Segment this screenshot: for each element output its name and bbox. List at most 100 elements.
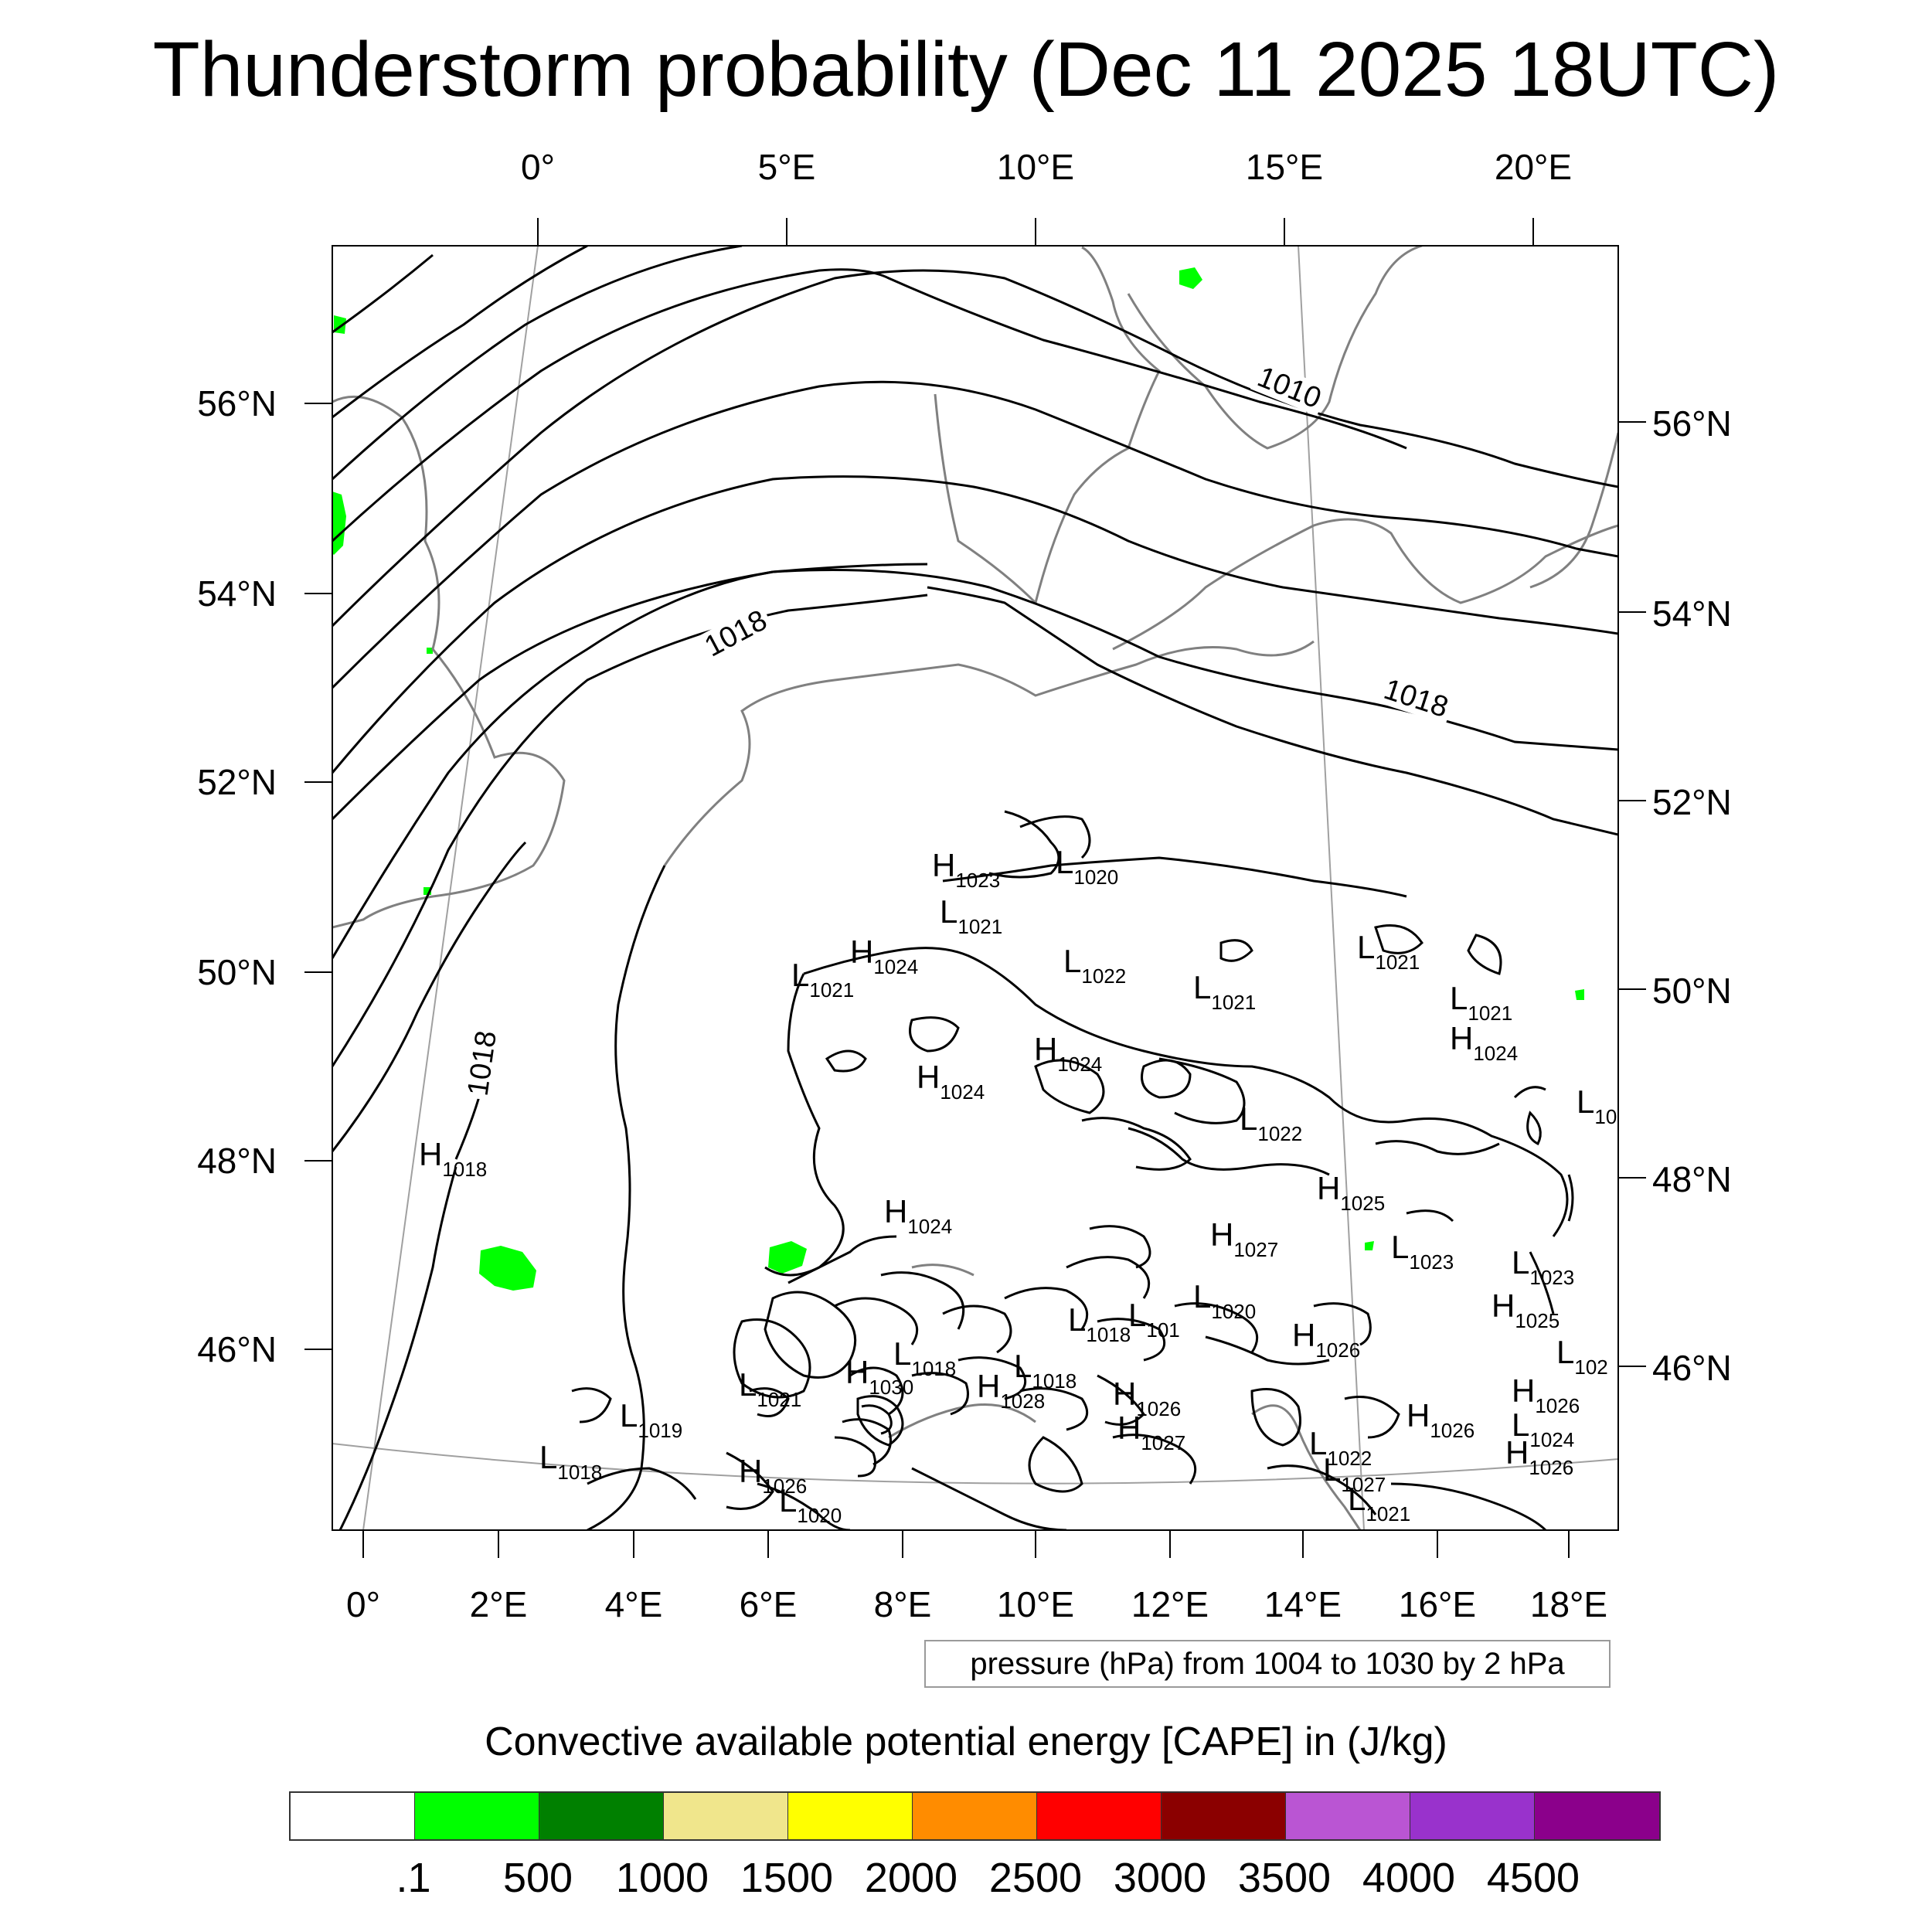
top-lon-label: 5°E [757, 147, 816, 187]
pressure-center-label: H1024 [850, 934, 919, 979]
colorbar-swatch [1037, 1793, 1162, 1839]
isobar [764, 1291, 857, 1379]
pressure-center-label: H1024 [884, 1193, 953, 1239]
isobar [1219, 939, 1253, 962]
isobar [1344, 1396, 1400, 1439]
pressure-center-label: H1027 [1210, 1216, 1279, 1262]
pressure-center-label: H1026 [1292, 1317, 1361, 1362]
pressure-center-label: H1026 [1505, 1434, 1574, 1480]
isobar [587, 1467, 697, 1500]
colorbar-label: 4000 [1362, 1855, 1456, 1901]
isobar [1158, 1057, 1246, 1124]
left-lat-label: 56°N [197, 383, 277, 423]
cape-area [1365, 1241, 1374, 1250]
isobar [927, 586, 1618, 836]
colorbar-label: 1000 [615, 1855, 709, 1901]
colorbar-swatch [913, 1793, 1037, 1839]
isobar [332, 475, 1618, 774]
top-lon-label: 20°E [1494, 147, 1573, 187]
map-frame [332, 245, 1619, 1531]
cape-colorbar [289, 1791, 1661, 1841]
isobar [1097, 1374, 1145, 1426]
colorbar-swatch [1410, 1793, 1535, 1839]
right-lat-label: 50°N [1652, 971, 1732, 1011]
pressure-center-label: L10 [1577, 1083, 1617, 1129]
isobar [332, 246, 743, 481]
isobar [332, 253, 434, 334]
isobar [338, 1166, 457, 1530]
isobar [332, 269, 1618, 628]
bottom-lon-label: 14°E [1264, 1584, 1342, 1624]
pressure-center-label: H1026 [739, 1453, 808, 1498]
pressure-center-label: L101 [1128, 1297, 1180, 1342]
pressure-center-label: L1021 [739, 1366, 802, 1412]
isobar [332, 380, 1618, 689]
pressure-center-label: L1027 [1323, 1451, 1386, 1497]
isobar [787, 1235, 897, 1284]
pressure-center-label: L102 [1556, 1334, 1608, 1379]
colorbar-label: 4500 [1486, 1855, 1580, 1901]
isobar [842, 1418, 892, 1466]
pressure-center-label: H1030 [845, 1354, 914, 1400]
pressure-center-label: L1020 [779, 1482, 842, 1528]
bottom-lon-label: 8°E [873, 1584, 932, 1624]
pressure-center-label: H1018 [419, 1136, 488, 1182]
isobar [803, 947, 1569, 1237]
isobar [1513, 1086, 1546, 1099]
isobar [1374, 924, 1423, 954]
bottom-lon-label: 0° [346, 1584, 380, 1624]
isobar [1097, 1318, 1166, 1362]
colorbar-swatch [415, 1793, 539, 1839]
pressure-center-label: H1024 [917, 1059, 985, 1104]
bottom-lon-label: 4°E [604, 1584, 663, 1624]
coastline-baltic [1112, 518, 1618, 651]
pressure-center-label: H1026 [1113, 1376, 1182, 1421]
coastline-denmark [934, 246, 1161, 605]
isobar [1034, 1059, 1105, 1114]
cape-area [1179, 267, 1202, 289]
cape-area [332, 492, 346, 555]
cape-areas [332, 267, 1584, 1291]
pressure-center-label: H1027 [1117, 1410, 1186, 1455]
isobar [1174, 1302, 1259, 1353]
colorbar-label: 1500 [740, 1855, 834, 1901]
isobar [1128, 1127, 1330, 1176]
pressure-center-label: H1025 [1492, 1287, 1560, 1333]
coastline-britain [332, 395, 566, 929]
pressure-center-label: L1024 [1512, 1406, 1575, 1452]
bottom-lon-label: 10°E [996, 1584, 1075, 1624]
pressure-center-label: L1023 [1512, 1244, 1575, 1290]
colorbar-swatch [291, 1793, 415, 1839]
isobar [1019, 1387, 1089, 1431]
colorbar-swatch [1535, 1793, 1659, 1839]
meridian-15e [1298, 246, 1365, 1530]
bottom-lon-label: 2°E [469, 1584, 528, 1624]
coastline-sweden [1127, 246, 1423, 450]
bottom-lon-label: 6°E [739, 1584, 798, 1624]
coastline-ligurian [888, 1403, 1036, 1439]
isobar [332, 841, 527, 1152]
left-lat-label: 46°N [197, 1329, 277, 1369]
colorbar-label: 2500 [988, 1855, 1083, 1901]
isobar [726, 1451, 774, 1510]
colorbar-label: 3000 [1113, 1855, 1207, 1901]
isobar [332, 569, 1618, 821]
colorbar-label: 2000 [864, 1855, 958, 1901]
isobar [1028, 1436, 1083, 1493]
map-title: Thunderstorm probability (Dec 11 2025 18… [152, 26, 1780, 113]
top-lon-label: 0° [521, 147, 555, 187]
pressure-center-label: L1018 [893, 1335, 957, 1381]
parallel-45n [332, 1443, 1618, 1485]
isobar [1375, 1140, 1500, 1155]
isobar [1526, 1111, 1542, 1146]
isobar [1267, 1464, 1377, 1515]
isobar [764, 973, 845, 1277]
right-lat-label: 48°N [1652, 1159, 1732, 1199]
top-lon-label: 15°E [1245, 147, 1324, 187]
isobar [1112, 1434, 1197, 1485]
coastline-north-sea-south [663, 640, 1315, 866]
pressure-center-label: L1021 [1357, 929, 1420, 975]
isobar [1019, 815, 1091, 859]
isobar [587, 865, 666, 1530]
cape-area [427, 648, 433, 654]
